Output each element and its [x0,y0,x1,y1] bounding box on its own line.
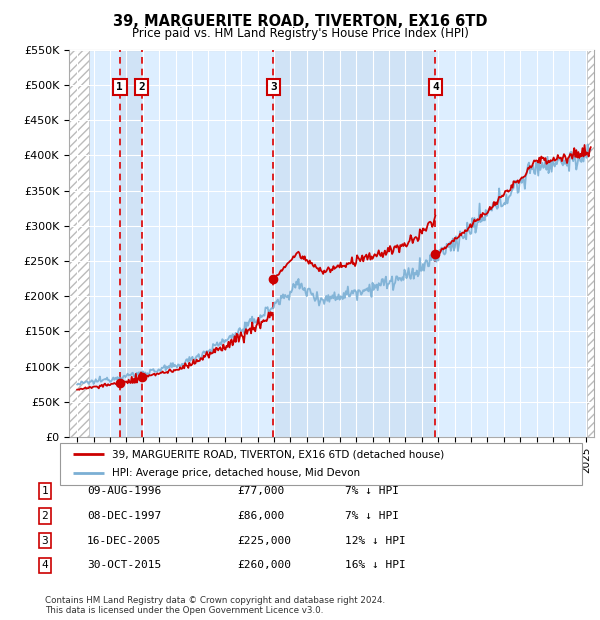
Text: 3: 3 [270,82,277,92]
Text: 1: 1 [116,82,123,92]
Text: 08-DEC-1997: 08-DEC-1997 [87,511,161,521]
Text: 30-OCT-2015: 30-OCT-2015 [87,560,161,570]
Text: 2: 2 [41,511,49,521]
Text: 39, MARGUERITE ROAD, TIVERTON, EX16 6TD (detached house): 39, MARGUERITE ROAD, TIVERTON, EX16 6TD … [112,449,445,459]
Text: £86,000: £86,000 [237,511,284,521]
FancyBboxPatch shape [60,443,582,485]
Bar [274,50,436,437]
Text: 1: 1 [41,486,49,496]
Text: 16% ↓ HPI: 16% ↓ HPI [345,560,406,570]
Bar [120,50,142,437]
Text: 7% ↓ HPI: 7% ↓ HPI [345,511,399,521]
Text: 3: 3 [41,536,49,546]
Text: 2: 2 [138,82,145,92]
Text: 16-DEC-2005: 16-DEC-2005 [87,536,161,546]
Text: £260,000: £260,000 [237,560,291,570]
Text: £77,000: £77,000 [237,486,284,496]
Text: 4: 4 [41,560,49,570]
Text: HPI: Average price, detached house, Mid Devon: HPI: Average price, detached house, Mid … [112,469,361,479]
Bar [587,50,594,437]
Text: Contains HM Land Registry data © Crown copyright and database right 2024.
This d: Contains HM Land Registry data © Crown c… [45,596,385,615]
Text: 39, MARGUERITE ROAD, TIVERTON, EX16 6TD: 39, MARGUERITE ROAD, TIVERTON, EX16 6TD [113,14,487,29]
Text: 12% ↓ HPI: 12% ↓ HPI [345,536,406,546]
Text: £225,000: £225,000 [237,536,291,546]
Text: 09-AUG-1996: 09-AUG-1996 [87,486,161,496]
Text: 4: 4 [432,82,439,92]
Bar [69,50,89,437]
Text: Price paid vs. HM Land Registry's House Price Index (HPI): Price paid vs. HM Land Registry's House … [131,27,469,40]
Text: 7% ↓ HPI: 7% ↓ HPI [345,486,399,496]
